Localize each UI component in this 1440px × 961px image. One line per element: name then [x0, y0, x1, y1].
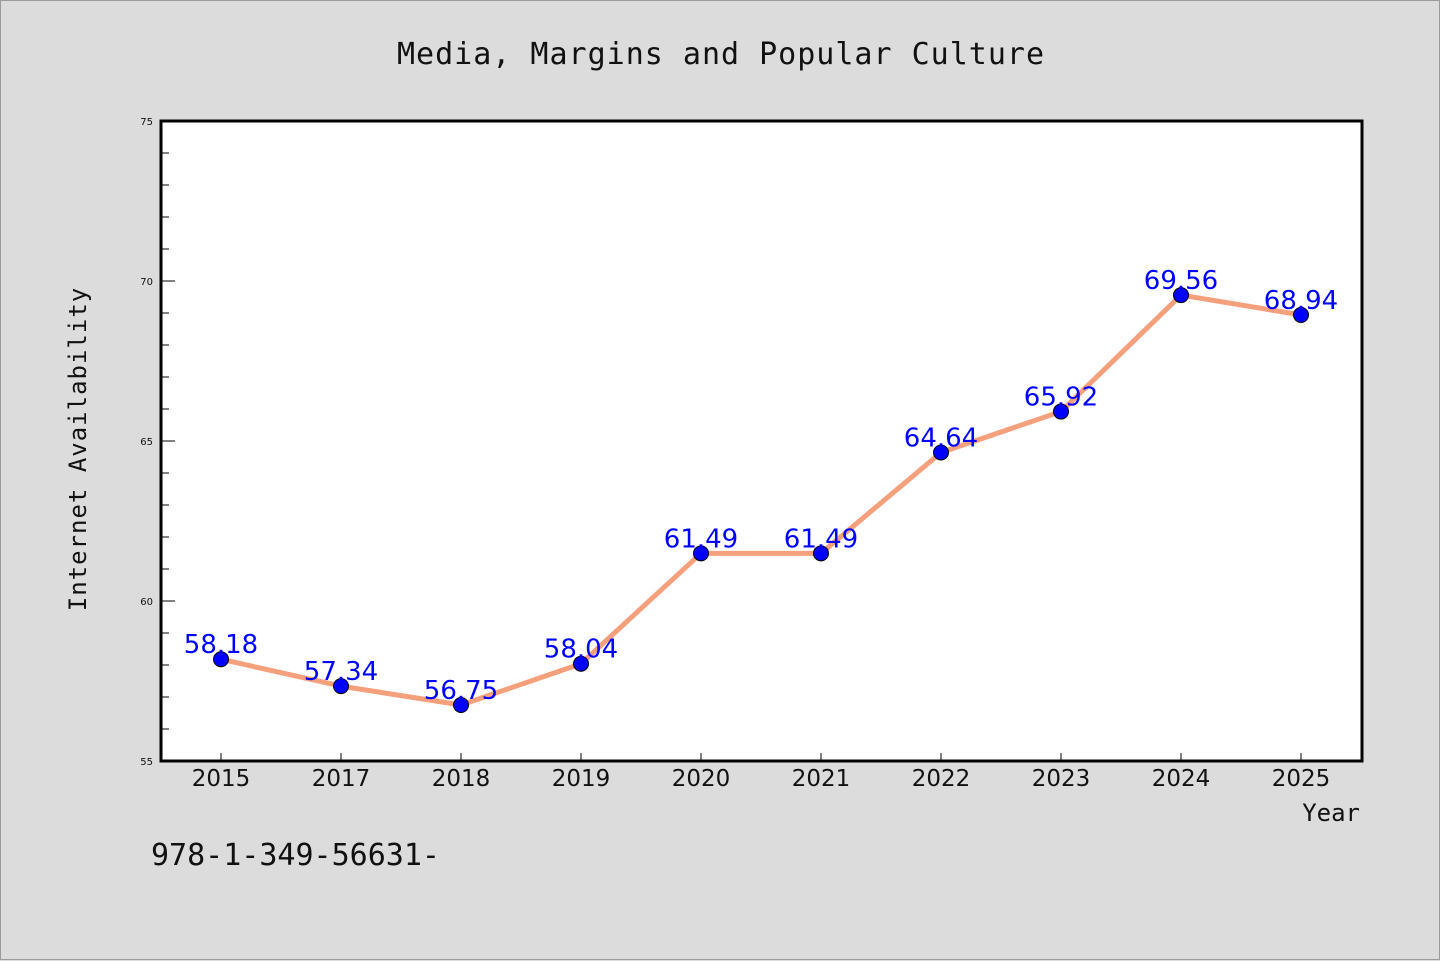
- data-label: 61.49: [664, 524, 738, 554]
- y-tick-label: 55: [140, 757, 153, 768]
- data-labels-group: 58.18 57.34 56.75 58.04 61.49 61.49 64.64 65.92…: [184, 266, 1338, 706]
- data-label: 58.18: [184, 630, 258, 660]
- chart-title: Media, Margins and Popular Culture: [397, 37, 1045, 72]
- data-label: 64.64: [904, 424, 978, 454]
- data-label: 68.94: [1264, 286, 1338, 316]
- x-tick-label: 2018: [432, 766, 491, 792]
- x-tick-label: 2024: [1152, 766, 1211, 792]
- plot-area: [159, 119, 1364, 763]
- x-tick-label: 2019: [552, 766, 611, 792]
- x-tick-label: 2021: [792, 766, 851, 792]
- data-point: [813, 545, 829, 562]
- y-axis-label: Internet Availability: [64, 287, 92, 611]
- x-axis-label: Year: [1302, 799, 1360, 827]
- x-axis-ticks: 2015 2017 2018 2019 2020 2021 2022 2023 2024 2025: [192, 753, 1331, 792]
- data-point: [333, 678, 349, 695]
- data-point: [933, 444, 949, 461]
- data-point: [453, 697, 469, 713]
- x-tick-label: 2022: [912, 766, 971, 792]
- data-point: [213, 651, 229, 668]
- data-label: 65.92: [1024, 383, 1098, 413]
- data-label: 61.49: [784, 524, 858, 554]
- series-line: [218, 292, 1304, 708]
- x-tick-label: 2025: [1272, 766, 1331, 792]
- data-point: [1293, 306, 1309, 323]
- x-tick-label: 2020: [672, 766, 731, 792]
- data-point: [693, 545, 709, 562]
- series-line-group: [218, 292, 1304, 708]
- y-tick-label: 65: [140, 437, 153, 448]
- y-tick-label: 75: [140, 117, 153, 128]
- y-tick-label: 60: [140, 597, 153, 608]
- data-label: 58.04: [544, 635, 618, 665]
- x-tick-label: 2017: [312, 766, 371, 792]
- footnote-isbn: 978-1-349-56631-: [151, 838, 440, 873]
- y-axis-ticks: 55 60 65 70 75: [140, 117, 175, 768]
- x-tick-label: 2015: [192, 766, 251, 792]
- data-point: [1053, 403, 1069, 420]
- y-tick-label: 70: [140, 277, 153, 288]
- data-label: 56.75: [424, 676, 498, 706]
- data-point: [1173, 287, 1189, 304]
- data-label: 57.34: [304, 657, 378, 687]
- y-minor-ticks: [161, 152, 169, 730]
- data-label: 69.56: [1144, 266, 1218, 296]
- series-points-group: [213, 287, 1309, 713]
- x-tick-label: 2023: [1032, 766, 1091, 792]
- data-point: [573, 655, 589, 672]
